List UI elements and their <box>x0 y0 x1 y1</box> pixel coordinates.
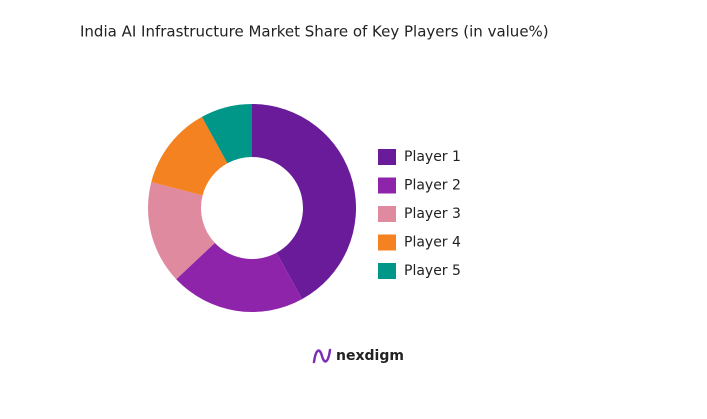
brand-icon <box>312 348 332 364</box>
donut-slice <box>148 182 215 280</box>
donut-slice <box>252 104 356 300</box>
legend-swatch <box>378 263 396 279</box>
legend-swatch <box>378 149 396 165</box>
donut-slice <box>176 242 303 312</box>
legend-swatch <box>378 206 396 222</box>
legend-label: Player 4 <box>404 235 461 251</box>
brand-logo: nexdigm <box>312 348 404 364</box>
donut-slice <box>151 116 228 196</box>
legend-swatch <box>378 177 396 194</box>
legend-label: Player 3 <box>404 206 461 222</box>
brand-name: nexdigm <box>336 348 404 364</box>
chart-title: India AI Infrastructure Market Share of … <box>80 23 549 41</box>
legend-label: Player 1 <box>404 149 461 165</box>
legend-label: Player 5 <box>404 263 461 279</box>
legend-label: Player 2 <box>404 178 461 194</box>
legend-swatch <box>378 234 396 251</box>
donut-slice <box>201 104 252 164</box>
